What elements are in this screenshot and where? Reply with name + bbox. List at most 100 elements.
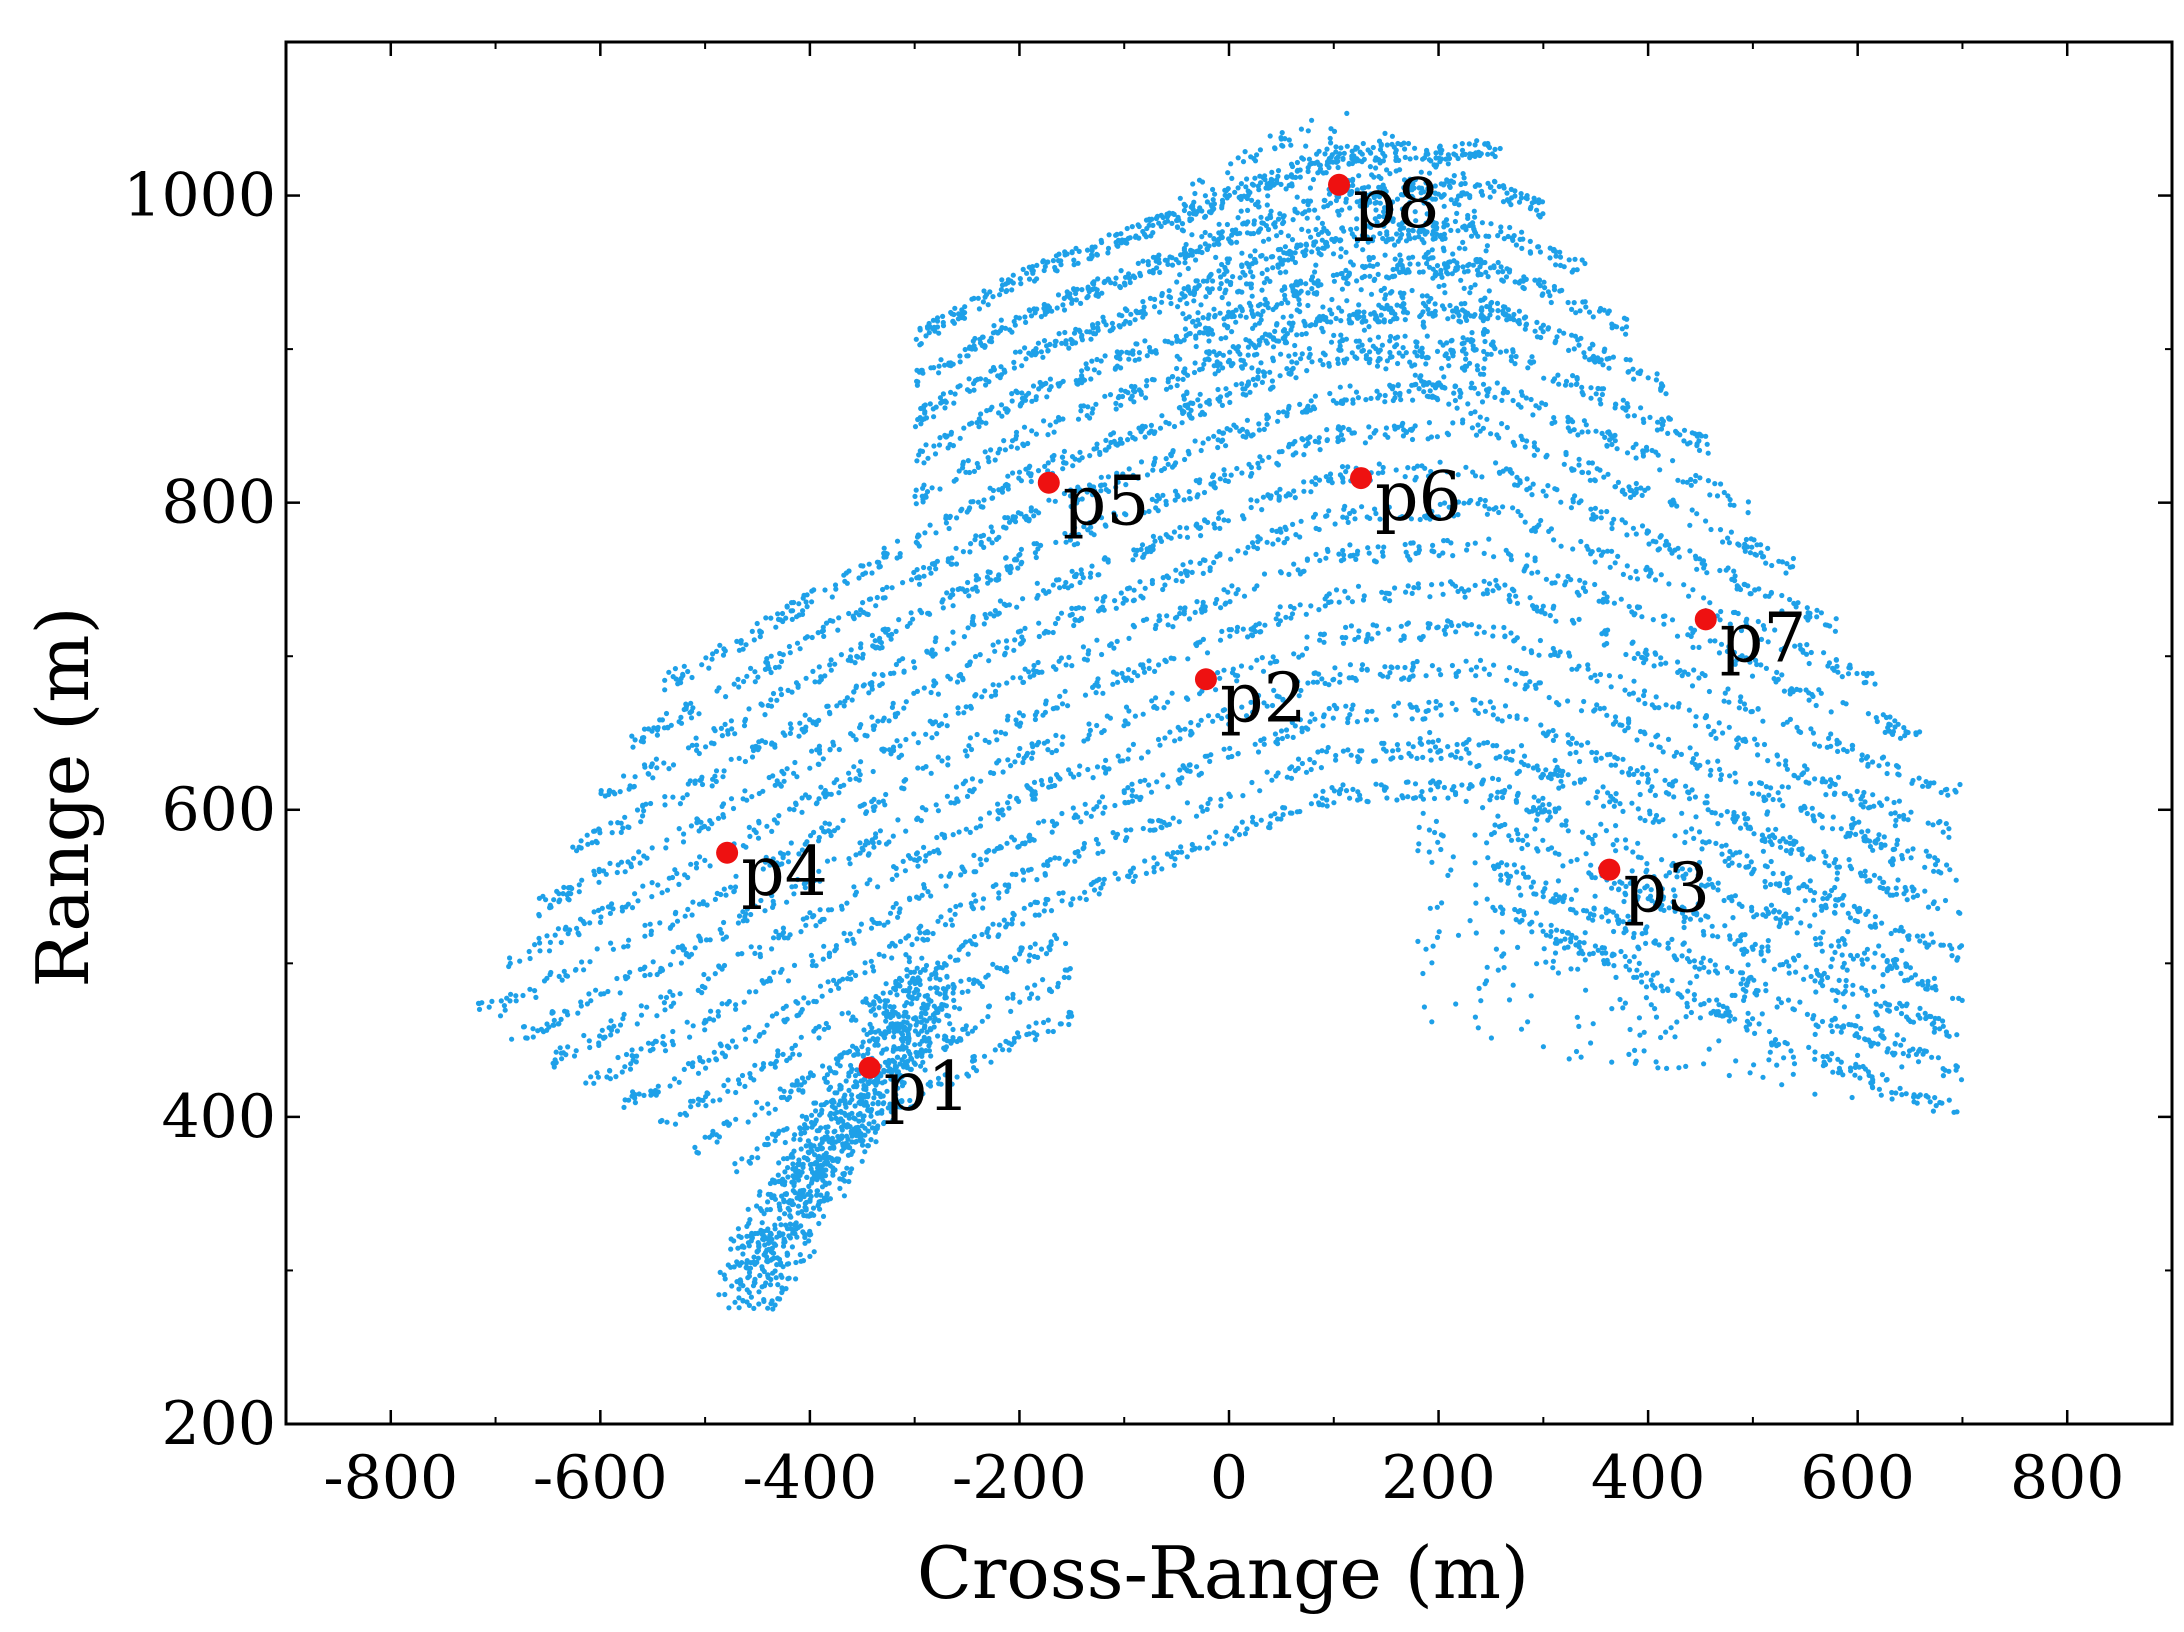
cloud-point xyxy=(1743,864,1749,870)
cloud-point xyxy=(1800,770,1807,776)
cloud-point xyxy=(694,747,700,754)
cloud-point xyxy=(850,936,856,943)
cloud-point xyxy=(1382,595,1388,602)
cloud-point xyxy=(666,766,672,772)
cloud-point xyxy=(1392,585,1398,591)
cloud-point xyxy=(1198,717,1204,723)
cloud-point xyxy=(1889,965,1895,972)
cloud-point xyxy=(1884,1001,1890,1008)
cloud-point xyxy=(1707,958,1713,964)
cloud-point xyxy=(1839,936,1846,942)
cloud-point xyxy=(680,839,687,845)
cloud-point xyxy=(957,902,964,908)
cloud-point xyxy=(1130,598,1136,604)
cloud-point xyxy=(1286,571,1292,578)
cloud-point xyxy=(909,941,915,948)
cloud-point xyxy=(1724,1005,1730,1011)
cloud-point xyxy=(1627,766,1634,772)
cloud-point xyxy=(1653,651,1659,657)
cloud-point xyxy=(833,946,839,952)
cloud-point xyxy=(1578,948,1584,954)
cloud-point xyxy=(1262,622,1268,628)
cloud-point xyxy=(1818,610,1824,616)
cloud-point xyxy=(1206,834,1212,840)
cloud-point xyxy=(1343,624,1349,631)
cloud-point xyxy=(1006,1047,1012,1053)
cloud-point xyxy=(1631,655,1637,662)
cloud-point xyxy=(1658,533,1664,539)
cloud-point xyxy=(1101,876,1107,882)
cloud-point xyxy=(1071,573,1078,580)
cloud-point xyxy=(1670,704,1676,710)
cloud-point xyxy=(1433,698,1439,705)
cloud-point xyxy=(890,833,896,839)
cloud-point xyxy=(1416,635,1423,641)
cloud-point xyxy=(1776,761,1782,767)
cloud-point xyxy=(969,1058,976,1064)
cloud-point xyxy=(1732,893,1738,899)
cloud-point xyxy=(1683,829,1689,835)
cloud-point xyxy=(1687,522,1693,528)
cloud-point xyxy=(1070,896,1076,902)
cloud-point xyxy=(1252,741,1258,747)
cloud-point xyxy=(1905,848,1911,854)
cloud-point xyxy=(1410,540,1416,546)
cloud-point xyxy=(1835,1070,1842,1076)
cloud-point xyxy=(1635,605,1641,611)
cloud-point xyxy=(608,820,614,826)
cloud-point xyxy=(1157,742,1163,748)
cloud-point xyxy=(705,826,712,832)
cloud-point xyxy=(736,913,743,919)
cloud-point xyxy=(1710,884,1716,890)
cloud-point xyxy=(1324,546,1330,553)
cloud-point xyxy=(1644,924,1650,930)
cloud-point xyxy=(618,859,625,865)
cloud-point xyxy=(643,801,649,807)
cloud-point xyxy=(1027,995,1033,1001)
cloud-point xyxy=(742,1027,748,1033)
cloud-point xyxy=(1812,1049,1818,1055)
cloud-point xyxy=(655,882,661,888)
cloud-point xyxy=(1089,563,1095,569)
cloud-point xyxy=(888,636,894,642)
cloud-point xyxy=(1763,981,1769,987)
cloud-point xyxy=(1178,844,1184,850)
cloud-point xyxy=(1726,724,1732,730)
cloud-point xyxy=(1056,855,1062,861)
cloud-point xyxy=(1699,671,1705,677)
cloud-point xyxy=(1745,583,1751,589)
cloud-point xyxy=(1171,656,1177,662)
cloud-point xyxy=(1096,891,1102,897)
cloud-point xyxy=(1600,549,1606,555)
cloud-point xyxy=(741,999,747,1005)
cloud-point xyxy=(848,976,854,982)
cloud-point xyxy=(1945,792,1951,798)
cloud-point xyxy=(1732,578,1738,584)
cloud-point xyxy=(1578,708,1585,714)
cloud-point xyxy=(1713,840,1719,847)
cloud-point xyxy=(1561,893,1568,899)
cloud-point xyxy=(1547,933,1554,939)
cloud-point xyxy=(1700,955,1706,961)
cloud-point xyxy=(1592,581,1598,588)
cloud-point xyxy=(966,976,972,983)
cloud-point xyxy=(623,1051,630,1058)
cloud-point xyxy=(1278,570,1284,576)
cloud-point xyxy=(1078,615,1084,621)
cloud-point xyxy=(1180,562,1186,568)
cloud-point xyxy=(834,703,840,709)
cloud-point xyxy=(949,922,956,928)
cloud-point xyxy=(1020,713,1026,719)
cloud-point xyxy=(700,901,706,907)
cloud-point xyxy=(1295,756,1302,762)
cloud-point xyxy=(995,816,1001,822)
cloud-point xyxy=(1138,593,1144,599)
cloud-point xyxy=(1679,910,1686,916)
cloud-point xyxy=(1161,819,1167,826)
cloud-point xyxy=(1565,573,1571,580)
cloud-point xyxy=(1468,667,1474,673)
cloud-point xyxy=(1049,783,1055,790)
cloud-point xyxy=(705,1091,711,1097)
cloud-point xyxy=(608,940,614,946)
cloud-point xyxy=(1727,773,1733,779)
